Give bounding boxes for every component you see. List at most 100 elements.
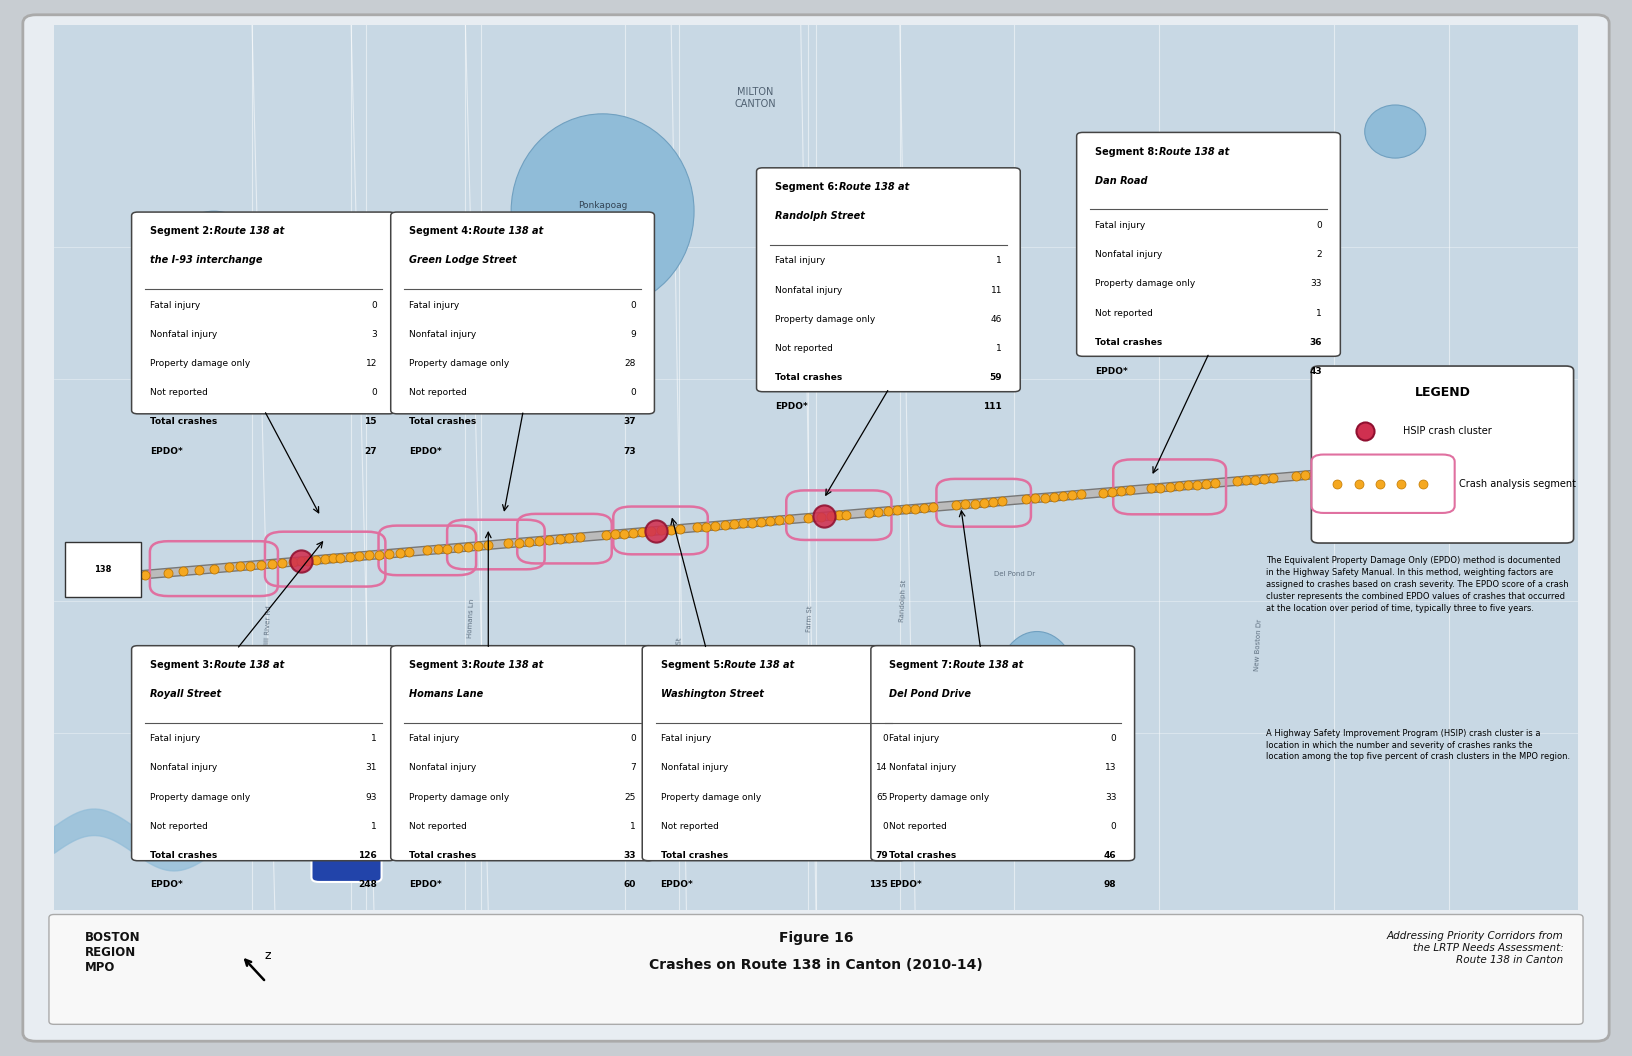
FancyBboxPatch shape bbox=[643, 645, 906, 861]
Text: Fatal injury: Fatal injury bbox=[150, 301, 201, 309]
Text: 1: 1 bbox=[996, 344, 1002, 353]
Text: 0: 0 bbox=[881, 822, 888, 831]
Text: Nonfatal injury: Nonfatal injury bbox=[775, 285, 842, 295]
Text: Property damage only: Property damage only bbox=[150, 359, 250, 367]
Text: Total crashes: Total crashes bbox=[661, 851, 728, 860]
Text: 43: 43 bbox=[1309, 366, 1322, 376]
FancyBboxPatch shape bbox=[132, 212, 395, 414]
FancyBboxPatch shape bbox=[1077, 132, 1340, 356]
Text: Property damage only: Property damage only bbox=[889, 793, 989, 802]
Text: 79: 79 bbox=[875, 851, 888, 860]
Text: Del Pond Drive: Del Pond Drive bbox=[889, 690, 971, 699]
Text: 46: 46 bbox=[1103, 851, 1116, 860]
Text: Total crashes: Total crashes bbox=[150, 851, 217, 860]
FancyBboxPatch shape bbox=[757, 168, 1020, 392]
Text: EPDO*: EPDO* bbox=[410, 447, 442, 455]
Text: Route 138 at: Route 138 at bbox=[953, 660, 1023, 670]
Text: 1: 1 bbox=[370, 734, 377, 743]
Text: Route 138 at: Route 138 at bbox=[725, 660, 795, 670]
Text: Del Pond Dr: Del Pond Dr bbox=[994, 571, 1035, 577]
Text: Royall St: Royall St bbox=[349, 656, 356, 686]
Text: 31: 31 bbox=[366, 763, 377, 772]
Text: Nonfatal injury: Nonfatal injury bbox=[410, 329, 477, 339]
Text: Fatal injury: Fatal injury bbox=[775, 257, 826, 265]
Ellipse shape bbox=[1364, 105, 1426, 158]
Text: Homans Lane: Homans Lane bbox=[410, 690, 483, 699]
Text: Property damage only: Property damage only bbox=[410, 359, 509, 367]
Text: the I-93 interchange: the I-93 interchange bbox=[150, 256, 263, 265]
Text: Ponkapoag
Pond: Ponkapoag Pond bbox=[578, 202, 627, 221]
FancyBboxPatch shape bbox=[54, 25, 1578, 910]
Text: 0: 0 bbox=[1110, 822, 1116, 831]
Text: Crash analysis segment: Crash analysis segment bbox=[1459, 478, 1577, 489]
Text: Segment 3:: Segment 3: bbox=[410, 660, 475, 670]
Text: Total crashes: Total crashes bbox=[775, 373, 842, 382]
Text: Fatal injury: Fatal injury bbox=[150, 734, 201, 743]
Text: EPDO*: EPDO* bbox=[410, 881, 442, 889]
FancyBboxPatch shape bbox=[65, 542, 140, 597]
Ellipse shape bbox=[511, 114, 694, 308]
Text: 33: 33 bbox=[1105, 793, 1116, 802]
Text: 93: 93 bbox=[366, 793, 377, 802]
Text: LEGEND: LEGEND bbox=[1415, 386, 1470, 399]
Text: 2: 2 bbox=[1317, 250, 1322, 259]
Text: Nonfatal injury: Nonfatal injury bbox=[150, 763, 217, 772]
Text: Total crashes: Total crashes bbox=[1095, 338, 1162, 346]
Text: EPDO*: EPDO* bbox=[775, 402, 808, 412]
Text: Nonfatal injury: Nonfatal injury bbox=[410, 763, 477, 772]
Text: 93: 93 bbox=[372, 250, 385, 261]
Text: Homans Ln: Homans Ln bbox=[467, 599, 475, 638]
Text: 0: 0 bbox=[370, 301, 377, 309]
Text: Fatal injury: Fatal injury bbox=[661, 734, 712, 743]
Text: Green Lodge Street: Green Lodge Street bbox=[410, 256, 517, 265]
Text: 3: 3 bbox=[370, 329, 377, 339]
Text: Not reported: Not reported bbox=[889, 822, 947, 831]
FancyBboxPatch shape bbox=[390, 212, 654, 414]
Text: 0: 0 bbox=[630, 734, 636, 743]
Text: EPDO*: EPDO* bbox=[150, 447, 183, 455]
Text: Nonfatal injury: Nonfatal injury bbox=[889, 763, 956, 772]
Text: Not reported: Not reported bbox=[1095, 308, 1152, 318]
Text: Route 138 at: Route 138 at bbox=[839, 182, 909, 192]
Text: 0: 0 bbox=[630, 301, 636, 309]
Text: STOUGHTON
CANTON: STOUGHTON CANTON bbox=[1531, 423, 1550, 477]
Text: 135: 135 bbox=[868, 881, 888, 889]
Text: Turnpike St: Turnpike St bbox=[1338, 522, 1377, 538]
Text: 11: 11 bbox=[991, 285, 1002, 295]
Text: Crashes on Route 138 in Canton (2010-14): Crashes on Route 138 in Canton (2010-14) bbox=[650, 958, 982, 972]
Text: 15: 15 bbox=[364, 417, 377, 427]
Text: Fatal injury: Fatal injury bbox=[410, 734, 459, 743]
Text: Segment 8:: Segment 8: bbox=[1095, 147, 1162, 156]
Text: 138: 138 bbox=[1519, 454, 1537, 464]
Text: Figure 16: Figure 16 bbox=[778, 931, 854, 945]
Text: 36: 36 bbox=[1309, 338, 1322, 346]
Text: Property damage only: Property damage only bbox=[410, 793, 509, 802]
Text: EPDO*: EPDO* bbox=[1095, 366, 1128, 376]
Text: Blue Hill River Rd: Blue Hill River Rd bbox=[263, 605, 273, 666]
Text: 1: 1 bbox=[370, 822, 377, 831]
Text: Houghton's
Pond: Houghton's Pond bbox=[193, 290, 235, 310]
Text: Property damage only: Property damage only bbox=[661, 793, 761, 802]
Text: z: z bbox=[264, 949, 271, 962]
FancyBboxPatch shape bbox=[132, 645, 395, 861]
Text: 13: 13 bbox=[1105, 763, 1116, 772]
Text: Total crashes: Total crashes bbox=[410, 851, 477, 860]
FancyBboxPatch shape bbox=[312, 824, 382, 882]
Ellipse shape bbox=[996, 631, 1079, 747]
Text: 0: 0 bbox=[1317, 221, 1322, 230]
Text: Route 138 at: Route 138 at bbox=[473, 660, 543, 670]
Text: 59: 59 bbox=[989, 373, 1002, 382]
Text: 33: 33 bbox=[1310, 280, 1322, 288]
Text: Fatal injury: Fatal injury bbox=[1095, 221, 1146, 230]
Text: Segment 3:: Segment 3: bbox=[150, 660, 217, 670]
Text: 138: 138 bbox=[95, 565, 111, 574]
Text: Randolph St: Randolph St bbox=[780, 285, 796, 333]
Text: Royall Street: Royall Street bbox=[150, 690, 220, 699]
Text: 0: 0 bbox=[881, 734, 888, 743]
Text: Dan Road: Dan Road bbox=[1095, 175, 1147, 186]
Text: Not reported: Not reported bbox=[150, 389, 207, 397]
Text: 27: 27 bbox=[364, 447, 377, 455]
Text: Randolph St: Randolph St bbox=[899, 580, 907, 622]
Text: EPDO*: EPDO* bbox=[661, 881, 694, 889]
Ellipse shape bbox=[165, 211, 263, 318]
